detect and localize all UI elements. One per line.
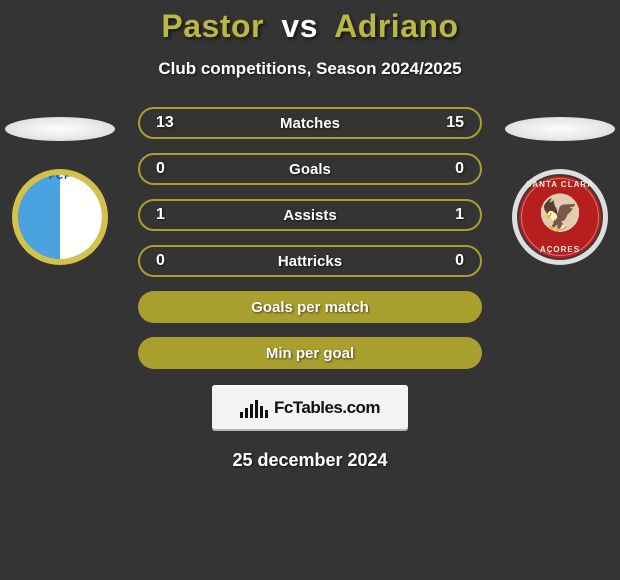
stat-right-value: 0	[424, 160, 464, 178]
stat-row: Min per goal	[138, 337, 482, 369]
stat-left-value: 0	[156, 252, 196, 270]
vs-separator: vs	[281, 8, 318, 44]
footer-date: 25 december 2024	[0, 450, 620, 471]
stat-right-value: 0	[424, 252, 464, 270]
brand-bars-icon	[240, 398, 268, 418]
comparison-panel: SANTA CLARA AÇORES 13 Matches 15 0 Goals 0 1 As…	[0, 107, 620, 487]
stat-left-value: 0	[156, 160, 196, 178]
right-club-badge-icon: SANTA CLARA AÇORES	[512, 169, 608, 265]
left-club-badge-icon	[12, 169, 108, 265]
page-title: Pastor vs Adriano	[0, 0, 620, 45]
stat-left-value: 1	[156, 206, 196, 224]
stat-row: 13 Matches 15	[138, 107, 482, 139]
right-player-column: SANTA CLARA AÇORES	[500, 107, 620, 265]
brand-badge: FcTables.com	[212, 385, 408, 431]
brand-name: FcTables.com	[274, 398, 380, 418]
left-player-avatar-placeholder	[5, 117, 115, 141]
right-player-avatar-placeholder	[505, 117, 615, 141]
player-right-name: Adriano	[334, 8, 458, 44]
stat-label: Goals	[289, 161, 331, 178]
subtitle: Club competitions, Season 2024/2025	[0, 59, 620, 79]
stat-row: Goals per match	[138, 291, 482, 323]
stats-list: 13 Matches 15 0 Goals 0 1 Assists 1 0 Hattricks 0 Go…	[138, 107, 482, 369]
player-left-name: Pastor	[161, 8, 264, 44]
stat-label: Goals per match	[251, 299, 369, 316]
right-club-name-bottom: AÇORES	[517, 245, 603, 254]
stat-label: Assists	[283, 207, 336, 224]
right-club-name-top: SANTA CLARA	[517, 180, 603, 189]
stat-label: Matches	[280, 115, 340, 132]
stat-row: 1 Assists 1	[138, 199, 482, 231]
stat-row: 0 Goals 0	[138, 153, 482, 185]
stat-label: Min per goal	[266, 345, 354, 362]
stat-right-value: 15	[424, 114, 464, 132]
stat-left-value: 13	[156, 114, 196, 132]
stat-label: Hattricks	[278, 253, 342, 270]
stat-row: 0 Hattricks 0	[138, 245, 482, 277]
left-player-column	[0, 107, 120, 265]
stat-right-value: 1	[424, 206, 464, 224]
